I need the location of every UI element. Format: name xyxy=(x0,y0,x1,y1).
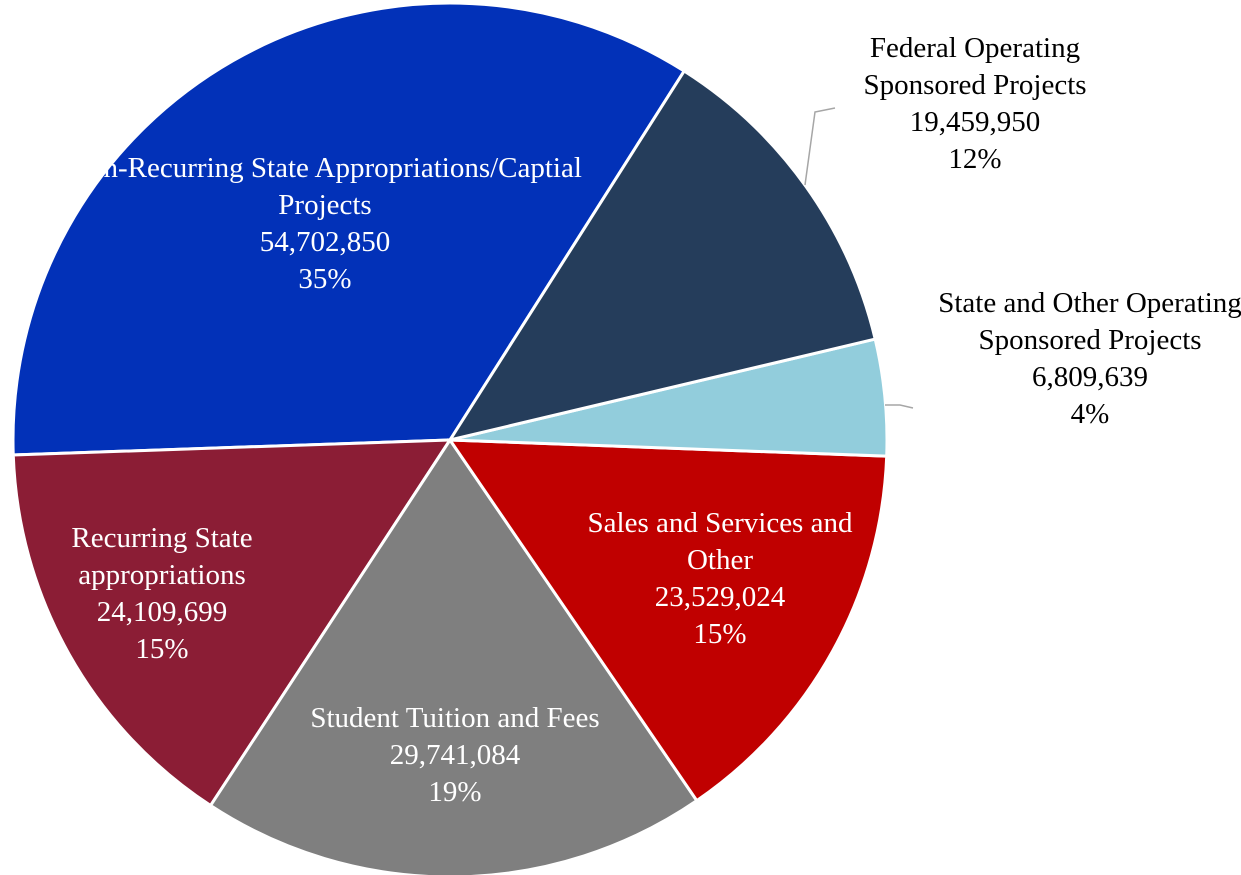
pie-slice xyxy=(208,437,699,875)
leader-line xyxy=(804,107,836,186)
slice-label: Sales and Services and Other 23,529,024 15… xyxy=(580,505,860,653)
slice-label: State and Other Operating Sponsored Proj… xyxy=(935,285,1241,433)
slice-name: Federal Operating Sponsored Projects xyxy=(863,32,1087,101)
value-label: 23,529,024 xyxy=(654,581,786,613)
percent-label: 15% xyxy=(135,633,189,665)
value-label: 19,459,950 xyxy=(909,106,1041,138)
percent-label: 4% xyxy=(1070,398,1110,430)
pie-slice xyxy=(11,1,687,457)
slice-name: State and Other Operating Sponsored Proj… xyxy=(938,287,1241,356)
pie-slice xyxy=(11,438,453,808)
slice-label: Federal Operating Sponsored Projects 19,4… xyxy=(825,30,1125,178)
percent-label: 15% xyxy=(693,618,747,650)
slice-name: Sales and Services and Other xyxy=(587,507,853,576)
value-label: 54,702,850 xyxy=(259,226,391,258)
slice-name: Recurring State appropriations xyxy=(71,522,253,591)
pie-slice xyxy=(446,68,877,443)
percent-label: 19% xyxy=(428,776,482,808)
percent-label: 12% xyxy=(948,143,1002,175)
slice-label: Non-Recurring State Appropriations/Capti… xyxy=(65,150,585,298)
value-label: 29,741,084 xyxy=(389,739,521,771)
slice-name: Non-Recurring State Appropriations/Capti… xyxy=(68,152,582,221)
percent-label: 35% xyxy=(298,263,352,295)
slice-label: Recurring State appropriations 24,109,699… xyxy=(12,520,312,668)
leader-line xyxy=(885,404,914,409)
slice-name: Student Tuition and Fees xyxy=(310,702,600,734)
value-label: 6,809,639 xyxy=(1032,361,1148,393)
pie-slice xyxy=(447,438,889,803)
slice-label: Student Tuition and Fees 29,741,084 19% xyxy=(305,700,605,811)
value-label: 24,109,699 xyxy=(96,596,228,628)
